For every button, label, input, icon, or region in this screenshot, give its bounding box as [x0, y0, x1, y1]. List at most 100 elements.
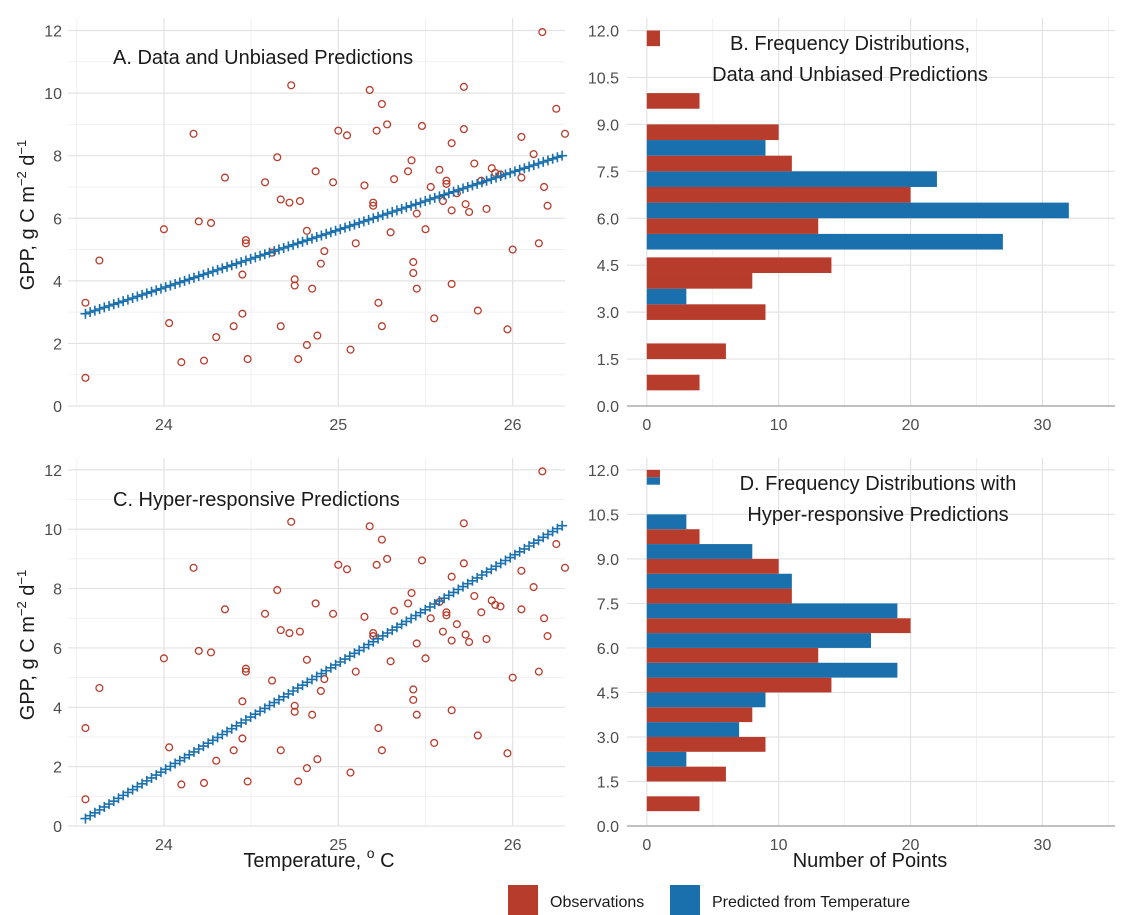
- panel-c-x-axis-label: Temperature, o C: [243, 845, 394, 872]
- predicted-bar: [646, 662, 898, 678]
- observation-point: [538, 467, 547, 476]
- observation-bar: [646, 558, 779, 574]
- observation-point: [421, 225, 430, 234]
- predicted-point: [212, 264, 223, 275]
- observation-point: [308, 710, 317, 719]
- observation-point: [459, 82, 468, 91]
- predicted-point: [391, 205, 402, 216]
- observation-bar: [646, 374, 700, 391]
- panel-d-y-tick-label: 10.5: [588, 507, 619, 524]
- observation-point: [243, 777, 252, 786]
- predicted-point: [108, 299, 119, 310]
- observation-point: [238, 270, 247, 279]
- predicted-point: [443, 188, 454, 199]
- observation-point: [329, 609, 338, 618]
- observation-point: [302, 226, 311, 235]
- observation-point: [294, 355, 303, 364]
- observation-bar: [646, 677, 832, 693]
- observation-point: [412, 284, 421, 293]
- observation-point: [377, 535, 386, 544]
- predicted-point: [472, 178, 483, 189]
- observation-bar: [646, 588, 792, 604]
- observation-point: [552, 540, 561, 549]
- observation-point: [311, 599, 320, 608]
- observation-point: [165, 743, 174, 752]
- observation-bar: [646, 304, 766, 320]
- observation-point: [482, 204, 491, 213]
- observation-point: [482, 634, 491, 644]
- observation-point: [308, 284, 317, 293]
- observation-bar: [646, 796, 700, 812]
- observation-point: [386, 657, 395, 666]
- predicted-point: [306, 233, 317, 244]
- predicted-point: [198, 269, 209, 280]
- predicted-point: [387, 207, 398, 217]
- observation-point: [199, 778, 209, 788]
- observation-point: [369, 629, 378, 638]
- predicted-point: [292, 238, 303, 249]
- predicted-point: [491, 172, 502, 183]
- observation-point: [407, 588, 416, 598]
- predicted-point: [542, 155, 553, 166]
- observation-point: [313, 331, 322, 340]
- observation-point: [199, 356, 209, 365]
- panel-d-y-tick-label: 9.0: [597, 552, 619, 569]
- predicted-bar: [646, 633, 871, 648]
- panel-c-y-tick-label: 12: [44, 463, 62, 480]
- predicted-point: [184, 274, 195, 285]
- observation-bar: [646, 218, 819, 234]
- predicted-point: [396, 203, 407, 214]
- predicted-point: [104, 300, 115, 311]
- panel-d-y-tick-label: 7.5: [597, 596, 619, 613]
- observation-point: [470, 591, 479, 601]
- panel-a-x-tick-label: 26: [504, 417, 522, 434]
- observation-point: [276, 746, 285, 755]
- observation-point: [459, 559, 468, 568]
- predicted-point: [340, 222, 351, 233]
- predicted-point: [226, 260, 237, 271]
- observation-point: [442, 611, 451, 620]
- observation-point: [517, 605, 526, 614]
- panel-d-ticks: 0 10 20 30 0.0 1.5 3.0 4.5 6.0 7.5 9.0 10.5 12.0: [588, 463, 1052, 854]
- panel-c-y-tick-label: 2: [53, 760, 62, 777]
- observation-point: [372, 126, 381, 135]
- panel-c-grid: [68, 458, 565, 827]
- observation-bar: [646, 124, 779, 141]
- predicted-point: [330, 225, 341, 236]
- observation-point: [386, 228, 395, 237]
- predicted-point: [410, 199, 421, 210]
- predicted-bar: [646, 573, 792, 589]
- observation-point: [409, 268, 418, 278]
- observation-point: [365, 85, 374, 95]
- observation-point: [491, 600, 500, 609]
- observation-point: [503, 325, 512, 334]
- observation-point: [409, 685, 418, 694]
- observation-point: [351, 239, 360, 248]
- predicted-point: [344, 221, 355, 232]
- panel-b: 0 10 20 30 0.0 1.5 3.0 4.5 6.0 7.5 9.0 10.5 12.0 B. …: [588, 18, 1115, 434]
- predicted-point: [557, 150, 568, 161]
- predicted-point: [377, 210, 388, 221]
- observation-point: [447, 706, 456, 715]
- observation-point: [287, 81, 296, 90]
- panel-b-y-tick-label: 9.0: [597, 117, 619, 134]
- observation-point: [517, 173, 526, 182]
- predicted-point: [373, 211, 384, 222]
- predicted-point: [245, 253, 256, 264]
- predicted-point: [174, 277, 185, 288]
- legend-label-observations: Observations: [550, 894, 644, 911]
- predicted-point: [500, 169, 511, 180]
- legend-label-predicted: Predicted from Temperature: [712, 894, 910, 911]
- predicted-bar: [646, 692, 766, 708]
- predicted-point: [325, 227, 336, 238]
- observation-point: [390, 175, 399, 184]
- panel-b-subtitle: Data and Unbiased Predictions: [712, 64, 988, 86]
- predicted-point: [155, 283, 166, 294]
- predicted-point: [269, 246, 280, 257]
- observation-point: [377, 322, 386, 331]
- observation-point: [369, 198, 378, 207]
- panel-c-y-axis-label: GPP, g C m−2 d−1: [14, 570, 39, 720]
- observation-point: [417, 556, 427, 565]
- observation-point: [508, 673, 517, 682]
